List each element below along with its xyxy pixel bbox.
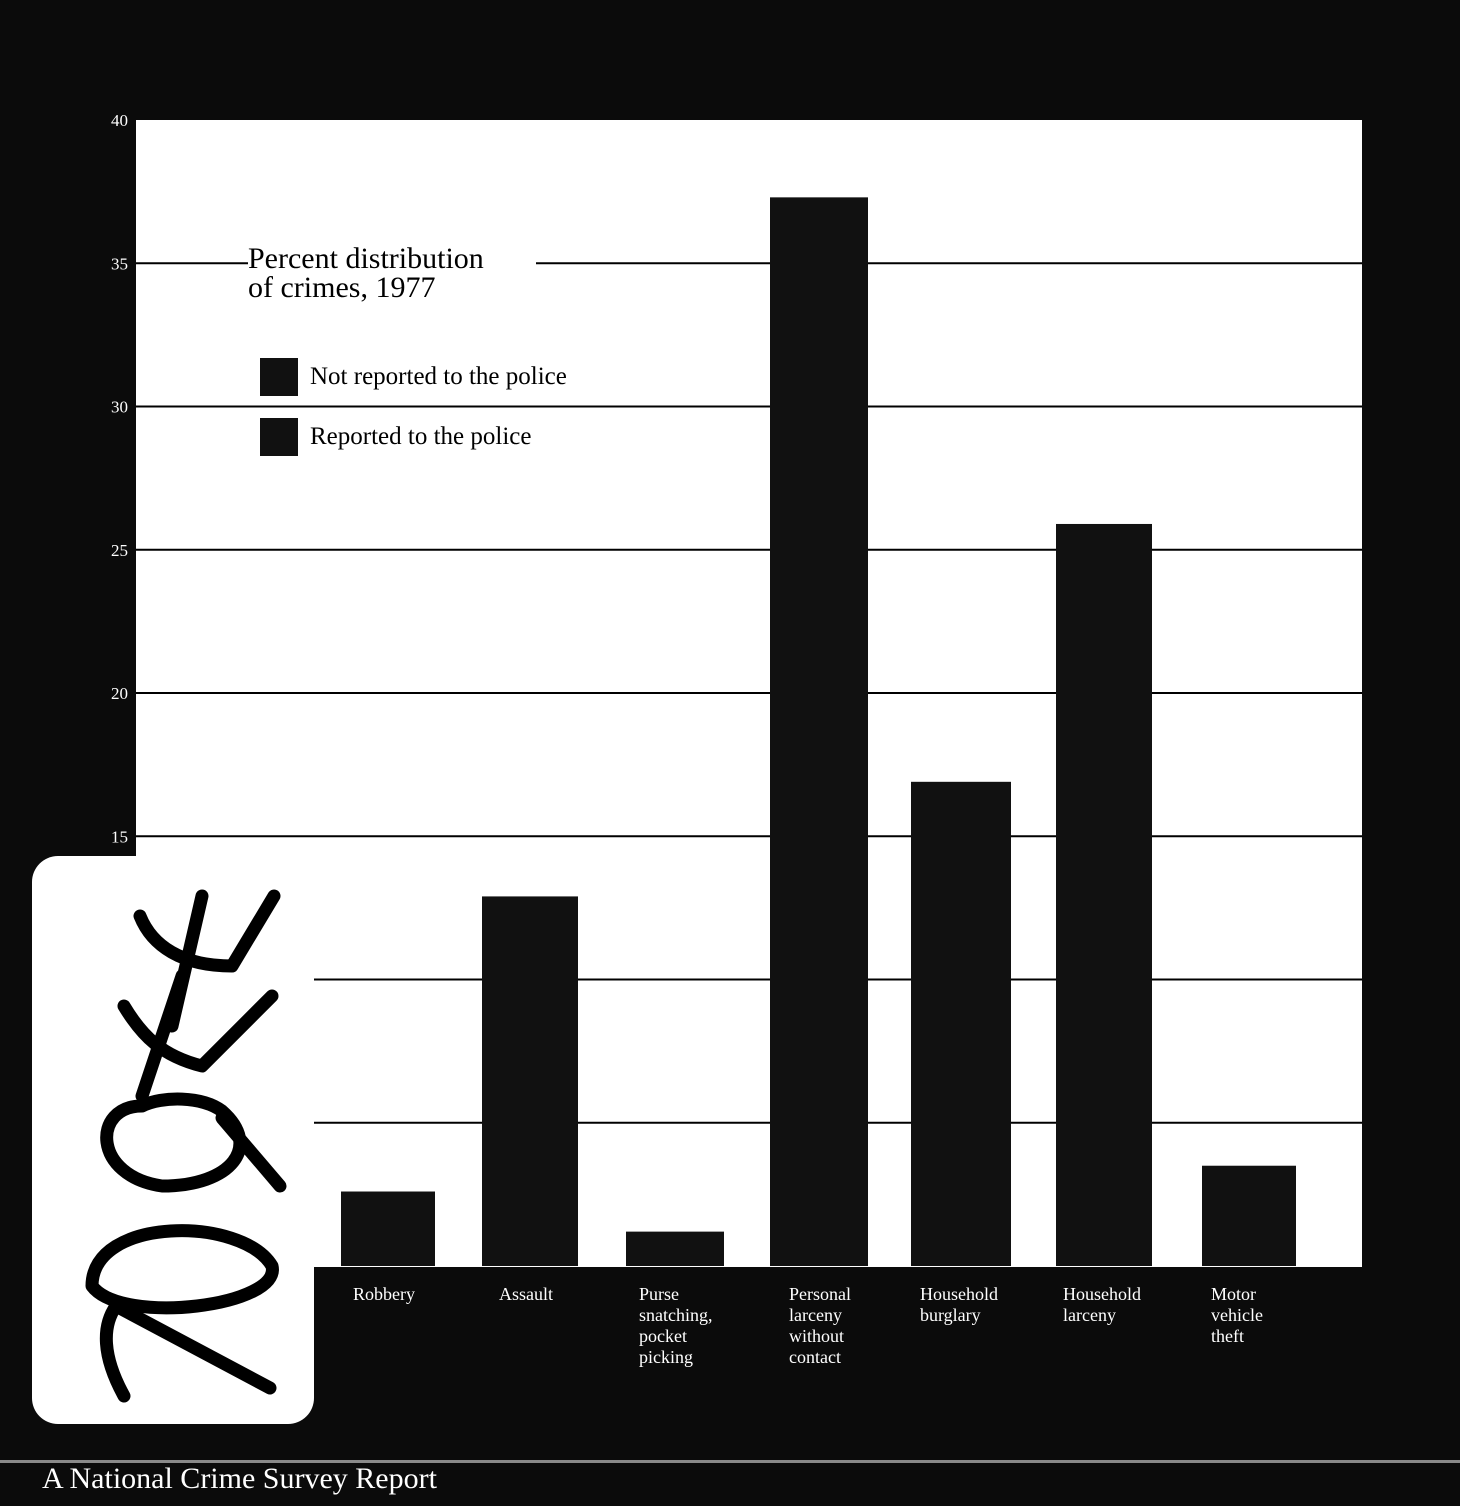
legend-swatch-not-reported xyxy=(260,358,298,396)
y-tick-label-25: 25 xyxy=(111,541,128,560)
x-tick-label-motor-vehicle-theft: Motor vehicle theft xyxy=(1211,1284,1263,1346)
x-tick-label-assault: Assault xyxy=(499,1284,553,1304)
chart-title: Percent distribution of crimes, 1977 xyxy=(248,244,536,303)
y-tick-label-30: 30 xyxy=(111,398,128,417)
handwritten-stamp xyxy=(32,856,314,1424)
bar-household xyxy=(911,781,1011,1266)
y-tick-label-20: 20 xyxy=(111,684,128,703)
y-tick-label-35: 35 xyxy=(111,254,128,273)
y-tick-label-15: 15 xyxy=(111,827,128,846)
legend-swatch-reported xyxy=(260,418,298,456)
x-tick-label-robbery: Robbery xyxy=(353,1284,415,1304)
x-tick-label-purse-snatching: Purse snatching, pocket picking xyxy=(639,1284,713,1367)
bar-purse xyxy=(626,1231,724,1266)
x-tick-label-household-burglary: Household burglary xyxy=(920,1284,998,1325)
y-tick-label-40: 40 xyxy=(111,111,128,130)
legend-item-not-reported: Not reported to the police xyxy=(260,358,567,396)
footer-title: A National Crime Survey Report xyxy=(42,1462,437,1495)
bar-motor xyxy=(1202,1165,1296,1266)
x-tick-label-household-larceny: Household larceny xyxy=(1063,1284,1141,1325)
legend-item-reported: Reported to the police xyxy=(260,418,532,456)
footer-rule xyxy=(0,1460,1460,1463)
bar-robbery xyxy=(341,1191,435,1266)
legend-label-reported: Reported to the police xyxy=(310,423,532,451)
legend-label-not-reported: Not reported to the police xyxy=(310,363,567,391)
bar-household xyxy=(1056,523,1152,1266)
handwritten-number-709ff xyxy=(85,889,287,1403)
bar-assault xyxy=(482,896,578,1266)
x-tick-label-personal-larceny: Personal larceny without contact xyxy=(789,1284,851,1367)
bar-personal xyxy=(770,197,868,1267)
